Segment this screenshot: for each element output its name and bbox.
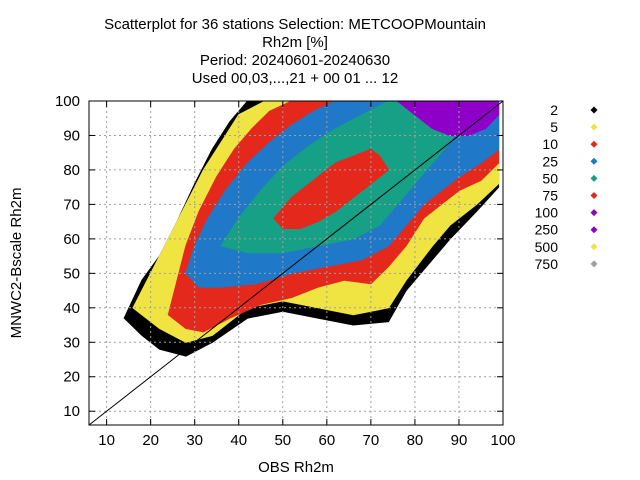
legend-marker-250 [590, 226, 598, 234]
x-tick-label: 10 [98, 432, 115, 449]
y-tick-label: 100 [55, 93, 80, 110]
plot-frame [88, 100, 504, 426]
legend-label-50: 50 [542, 170, 558, 186]
x-tick-label: 60 [318, 432, 335, 449]
y-axis-label: MNWC2-Bscale Rh2m [8, 188, 25, 339]
density-layers [123, 101, 500, 357]
x-tick-label: 20 [142, 432, 159, 449]
x-axis-label: OBS Rh2m [258, 459, 334, 476]
x-tick-label: 70 [363, 432, 380, 449]
y-tick-label: 60 [63, 231, 80, 248]
legend-marker-100 [590, 209, 598, 217]
chart-title-line-3: Period: 20240601-20240630 [200, 52, 390, 69]
identity-line [88, 100, 504, 426]
legend-marker-25 [590, 157, 598, 165]
y-tick-label: 30 [63, 334, 80, 351]
legend-label-2: 2 [550, 102, 558, 118]
chart-title-line-1: Scatterplot for 36 stations Selection: M… [104, 16, 486, 33]
legend-label-500: 500 [535, 239, 559, 255]
x-tick-label: 80 [407, 432, 424, 449]
legend-label-5: 5 [550, 119, 558, 135]
y-tick-label: 80 [63, 162, 80, 179]
legend-label-750: 750 [535, 256, 559, 272]
x-tick-label: 90 [451, 432, 468, 449]
density-region-100 [396, 101, 500, 136]
legend-marker-75 [590, 192, 598, 199]
chart-title-line-2: Rh2m [%] [262, 34, 328, 51]
y-tick-label: 40 [63, 300, 80, 317]
legend-marker-750 [590, 260, 598, 268]
legend-label-100: 100 [535, 205, 559, 221]
grid [89, 101, 503, 425]
x-tick-label: 30 [186, 432, 203, 449]
y-tick-label: 20 [63, 369, 80, 386]
y-tick-label: 50 [63, 265, 80, 282]
y-tick-label: 90 [63, 127, 80, 144]
x-tick-label: 100 [490, 432, 515, 449]
y-tick-label: 70 [63, 196, 80, 213]
legend-marker-50 [590, 174, 598, 182]
legend-marker-500 [590, 243, 598, 251]
legend-label-75: 75 [542, 188, 558, 204]
legend-label-25: 25 [542, 153, 558, 169]
legend-label-250: 250 [535, 222, 559, 238]
density-region-75 [273, 148, 390, 229]
legend-marker-10 [590, 140, 598, 148]
legend-marker-5 [590, 123, 598, 131]
legend-label-10: 10 [542, 136, 558, 152]
legend-marker-2 [590, 106, 598, 114]
y-tick-label: 10 [63, 403, 80, 420]
x-tick-label: 50 [274, 432, 291, 449]
chart-title-line-4: Used 00,03,...,21 + 00 01 ... 12 [192, 70, 398, 87]
x-tick-label: 40 [230, 432, 247, 449]
